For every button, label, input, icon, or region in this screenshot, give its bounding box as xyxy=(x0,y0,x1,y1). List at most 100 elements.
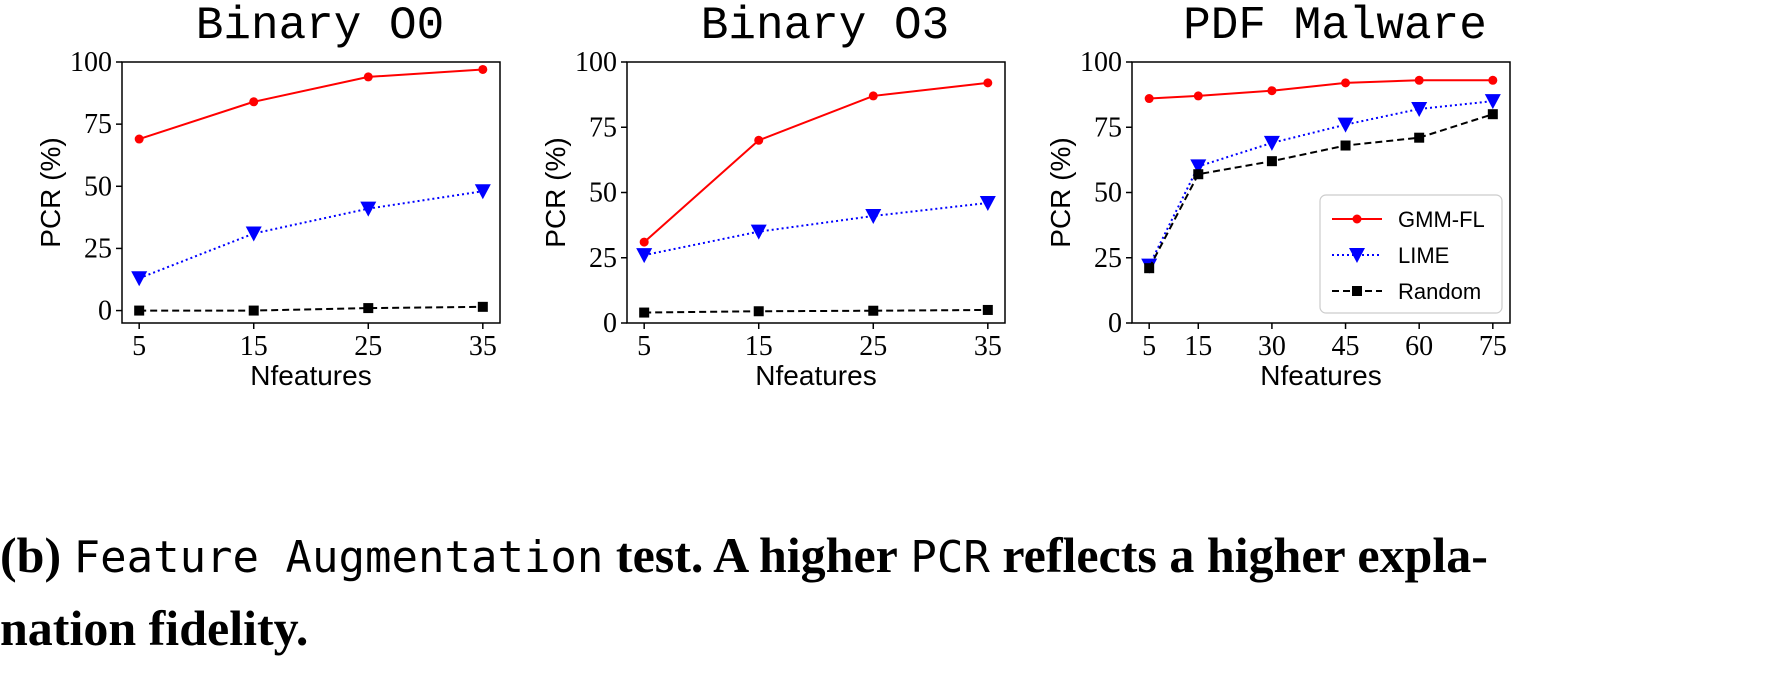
x-tick-label: 25 xyxy=(859,331,887,362)
x-tick-label: 5 xyxy=(132,331,146,362)
x-tick-label: 15 xyxy=(240,331,268,362)
y-tick-label: 75 xyxy=(589,112,617,143)
data-point xyxy=(249,97,259,107)
data-point xyxy=(979,195,996,211)
y-tick-label: 25 xyxy=(1094,243,1122,274)
chart-title: Binary O3 xyxy=(701,0,949,52)
y-tick-label: 100 xyxy=(575,47,617,78)
series-line xyxy=(1148,113,1494,269)
data-point xyxy=(478,64,488,74)
data-point xyxy=(636,248,653,264)
series-line xyxy=(644,308,988,314)
y-axis-label: PCR (%) xyxy=(35,137,66,247)
series-line xyxy=(1148,100,1493,267)
data-point xyxy=(1263,135,1280,151)
y-tick-label: 50 xyxy=(1094,178,1122,209)
caption-method-name: Feature Augmentation xyxy=(73,532,604,583)
y-tick-label: 75 xyxy=(84,109,112,140)
data-point xyxy=(1487,109,1498,120)
x-tick-label: 75 xyxy=(1479,331,1507,362)
chart-title: Binary O0 xyxy=(196,0,444,52)
series-random xyxy=(134,301,488,316)
data-point xyxy=(360,201,377,217)
legend: GMM-FL LIME Random xyxy=(1319,194,1503,314)
legend-label: GMM-FL xyxy=(1398,207,1485,232)
data-point xyxy=(477,301,488,312)
caption-text-2: reflects a higher expla- xyxy=(1002,527,1488,583)
data-point xyxy=(1340,140,1351,151)
data-point xyxy=(868,305,879,316)
x-tick-label: 5 xyxy=(637,331,651,362)
data-point xyxy=(1267,86,1277,96)
x-axis-label: Nfeatures xyxy=(1260,360,1381,391)
x-tick-label: 25 xyxy=(354,331,382,362)
x-tick-label: 45 xyxy=(1332,331,1360,362)
data-point xyxy=(982,304,993,315)
series-lime xyxy=(1141,94,1501,274)
data-point xyxy=(1341,78,1351,88)
y-tick-label: 75 xyxy=(1094,112,1122,143)
data-point xyxy=(1337,117,1354,133)
data-point xyxy=(363,303,374,314)
data-point xyxy=(753,306,764,317)
caption-text-3: nation fidelity. xyxy=(0,600,309,656)
x-tick-label: 30 xyxy=(1258,331,1286,362)
legend-label: LIME xyxy=(1398,243,1449,268)
x-tick-label: 35 xyxy=(974,331,1002,362)
series-gmm-fl xyxy=(639,78,993,247)
x-axis-label: Nfeatures xyxy=(755,360,876,391)
chart-title: PDF Malware xyxy=(1183,0,1487,52)
data-point xyxy=(1488,75,1498,85)
series-random xyxy=(639,304,993,318)
y-tick-label: 25 xyxy=(84,233,112,264)
data-point xyxy=(639,307,650,318)
data-point xyxy=(474,184,491,200)
y-tick-label: 0 xyxy=(98,296,112,327)
legend-marker xyxy=(1352,214,1362,224)
data-point xyxy=(134,305,145,316)
y-axis-label: PCR (%) xyxy=(1045,137,1076,247)
y-tick-label: 0 xyxy=(603,308,617,339)
chart-panel: Binary O0 0 25 50 75 100 5 15 25 35 Nfeatures PCR (… xyxy=(35,0,501,391)
y-axis-label: PCR (%) xyxy=(540,137,571,247)
data-point xyxy=(868,91,878,101)
series-line xyxy=(1149,79,1493,100)
series-line xyxy=(643,81,988,243)
data-point xyxy=(639,237,649,247)
series-random xyxy=(1144,109,1498,274)
data-point xyxy=(865,208,882,224)
legend-marker xyxy=(1349,248,1365,263)
data-point xyxy=(1193,169,1204,180)
series-line xyxy=(643,201,988,257)
x-axis-label: Nfeatures xyxy=(250,360,371,391)
data-point xyxy=(363,72,373,82)
series-line xyxy=(139,305,483,312)
caption-metric-name: PCR xyxy=(910,532,990,583)
data-point xyxy=(248,305,259,316)
series-lime xyxy=(131,184,491,287)
figure-caption: (b) Feature Augmentation test. A higher … xyxy=(0,520,1769,663)
data-point xyxy=(983,78,993,88)
y-tick-label: 25 xyxy=(589,243,617,274)
chart-panel: PDF Malware 0 25 50 75 100 5 15 30 45 60 75 Nfeature… xyxy=(1045,0,1511,391)
data-point xyxy=(1414,75,1424,85)
data-point xyxy=(1411,101,1428,117)
legend-label: Random xyxy=(1398,279,1481,304)
plot-frame xyxy=(626,61,1006,324)
y-tick-label: 100 xyxy=(1080,47,1122,78)
data-point xyxy=(134,134,144,144)
y-tick-label: 100 xyxy=(70,47,112,78)
chart-panel: Binary O3 0 25 50 75 100 5 15 25 35 Nfeatures PCR (… xyxy=(540,0,1006,391)
y-tick-label: 0 xyxy=(1108,308,1122,339)
x-tick-label: 15 xyxy=(1184,331,1212,362)
series-lime xyxy=(636,195,996,264)
data-point xyxy=(750,224,767,240)
caption-label: (b) xyxy=(0,527,62,583)
data-point xyxy=(1484,94,1501,110)
plot-frame xyxy=(121,61,501,324)
data-point xyxy=(1144,263,1155,274)
data-point xyxy=(1414,132,1425,143)
data-point xyxy=(1190,159,1207,175)
x-tick-label: 60 xyxy=(1405,331,1433,362)
